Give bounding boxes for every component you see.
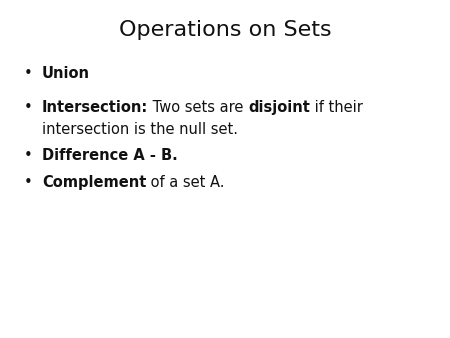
Text: •: • — [24, 100, 32, 115]
Text: disjoint: disjoint — [248, 100, 310, 115]
Text: Union: Union — [42, 66, 90, 81]
Text: Complement: Complement — [42, 175, 146, 190]
Text: •: • — [24, 175, 32, 190]
Text: if their: if their — [310, 100, 363, 115]
Text: Intersection:: Intersection: — [42, 100, 148, 115]
Text: •: • — [24, 148, 32, 163]
Text: •: • — [24, 66, 32, 81]
Text: of a set A.: of a set A. — [146, 175, 225, 190]
Text: Operations on Sets: Operations on Sets — [119, 20, 331, 40]
Text: Difference A - B.: Difference A - B. — [42, 148, 178, 163]
Text: intersection is the null set.: intersection is the null set. — [42, 122, 238, 137]
Text: Two sets are: Two sets are — [148, 100, 248, 115]
